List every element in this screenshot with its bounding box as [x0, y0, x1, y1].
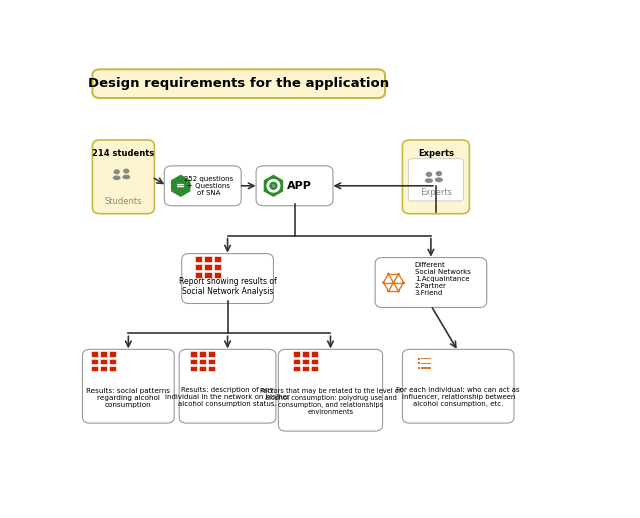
FancyBboxPatch shape [408, 159, 463, 201]
Bar [190, 366, 197, 371]
Bar [199, 351, 206, 357]
Bar [214, 256, 221, 262]
FancyBboxPatch shape [403, 349, 514, 423]
Circle shape [387, 290, 390, 292]
Bar [204, 271, 212, 278]
Bar [208, 351, 215, 357]
Bar [204, 264, 212, 270]
Bar [208, 358, 215, 364]
FancyBboxPatch shape [179, 349, 276, 423]
Bar [190, 351, 197, 357]
Text: APP: APP [287, 181, 312, 191]
FancyBboxPatch shape [164, 166, 241, 206]
Ellipse shape [122, 175, 130, 179]
Bar [208, 366, 215, 371]
Bar [311, 351, 318, 357]
Circle shape [397, 272, 400, 275]
Text: 214 students: 214 students [92, 149, 154, 158]
Bar [199, 366, 206, 371]
Bar [195, 264, 202, 270]
FancyBboxPatch shape [375, 257, 486, 308]
Bar [100, 358, 108, 364]
Circle shape [123, 168, 129, 174]
Ellipse shape [113, 176, 120, 180]
Bar [92, 366, 99, 371]
Bar [92, 351, 99, 357]
Bar [421, 363, 431, 364]
Text: Students: Students [105, 197, 142, 206]
Text: Experts: Experts [418, 149, 454, 158]
Circle shape [387, 272, 390, 275]
Bar [421, 367, 431, 369]
Bar [109, 358, 116, 364]
Text: Report showing results of
Social Network Analysis: Report showing results of Social Network… [179, 277, 276, 296]
Bar [311, 358, 318, 364]
Bar [302, 358, 309, 364]
Text: Design requirements for the application: Design requirements for the application [88, 77, 389, 90]
FancyBboxPatch shape [92, 69, 385, 98]
Polygon shape [263, 174, 284, 198]
Bar [199, 358, 206, 364]
Bar [204, 256, 212, 262]
Text: Results: description of any
individual in the network on his/her
alcohol consump: Results: description of any individual i… [165, 387, 290, 407]
Bar [214, 271, 221, 278]
Ellipse shape [266, 178, 282, 194]
Bar [302, 366, 309, 371]
Ellipse shape [268, 181, 278, 191]
Circle shape [397, 290, 400, 292]
Text: Experts: Experts [420, 188, 452, 196]
Ellipse shape [435, 177, 443, 182]
Text: Factors that may be related to the level of
alcohol consumption: polydrug use an: Factors that may be related to the level… [260, 388, 401, 415]
Text: Different
Social Networks
1.Acquaintance
2.Partner
3.Friend: Different Social Networks 1.Acquaintance… [415, 262, 470, 296]
Bar [195, 256, 202, 262]
FancyBboxPatch shape [256, 166, 333, 206]
Polygon shape [170, 174, 191, 198]
Circle shape [426, 172, 432, 177]
Circle shape [402, 281, 405, 284]
Bar [421, 358, 431, 359]
Bar [214, 264, 221, 270]
FancyBboxPatch shape [83, 349, 174, 423]
Bar [195, 271, 202, 278]
FancyBboxPatch shape [278, 349, 383, 431]
Ellipse shape [271, 183, 276, 188]
Ellipse shape [425, 178, 433, 183]
Bar [109, 366, 116, 371]
Circle shape [272, 185, 275, 187]
Circle shape [436, 171, 442, 176]
Bar [293, 358, 300, 364]
Circle shape [382, 281, 385, 284]
Circle shape [392, 281, 396, 284]
FancyBboxPatch shape [182, 254, 273, 304]
FancyBboxPatch shape [403, 140, 469, 214]
Text: For each individual: who can act as
influencer, relationship between
alcohol con: For each individual: who can act as infl… [396, 387, 520, 407]
Bar [109, 351, 116, 357]
Bar [418, 363, 420, 364]
Text: Results: social patterns
regarding alcohol
consumption: Results: social patterns regarding alcoh… [86, 388, 170, 408]
Bar [92, 358, 99, 364]
Circle shape [114, 169, 120, 175]
Bar [302, 351, 309, 357]
Bar [418, 367, 420, 369]
Bar [190, 358, 197, 364]
Text: =: = [176, 181, 186, 191]
FancyBboxPatch shape [92, 140, 154, 214]
Text: 252 questions
+ Questions
of SNA: 252 questions + Questions of SNA [184, 176, 234, 196]
Bar [418, 357, 420, 359]
Bar [311, 366, 318, 371]
Bar [293, 366, 300, 371]
Bar [293, 351, 300, 357]
Bar [100, 351, 108, 357]
Bar [100, 366, 108, 371]
